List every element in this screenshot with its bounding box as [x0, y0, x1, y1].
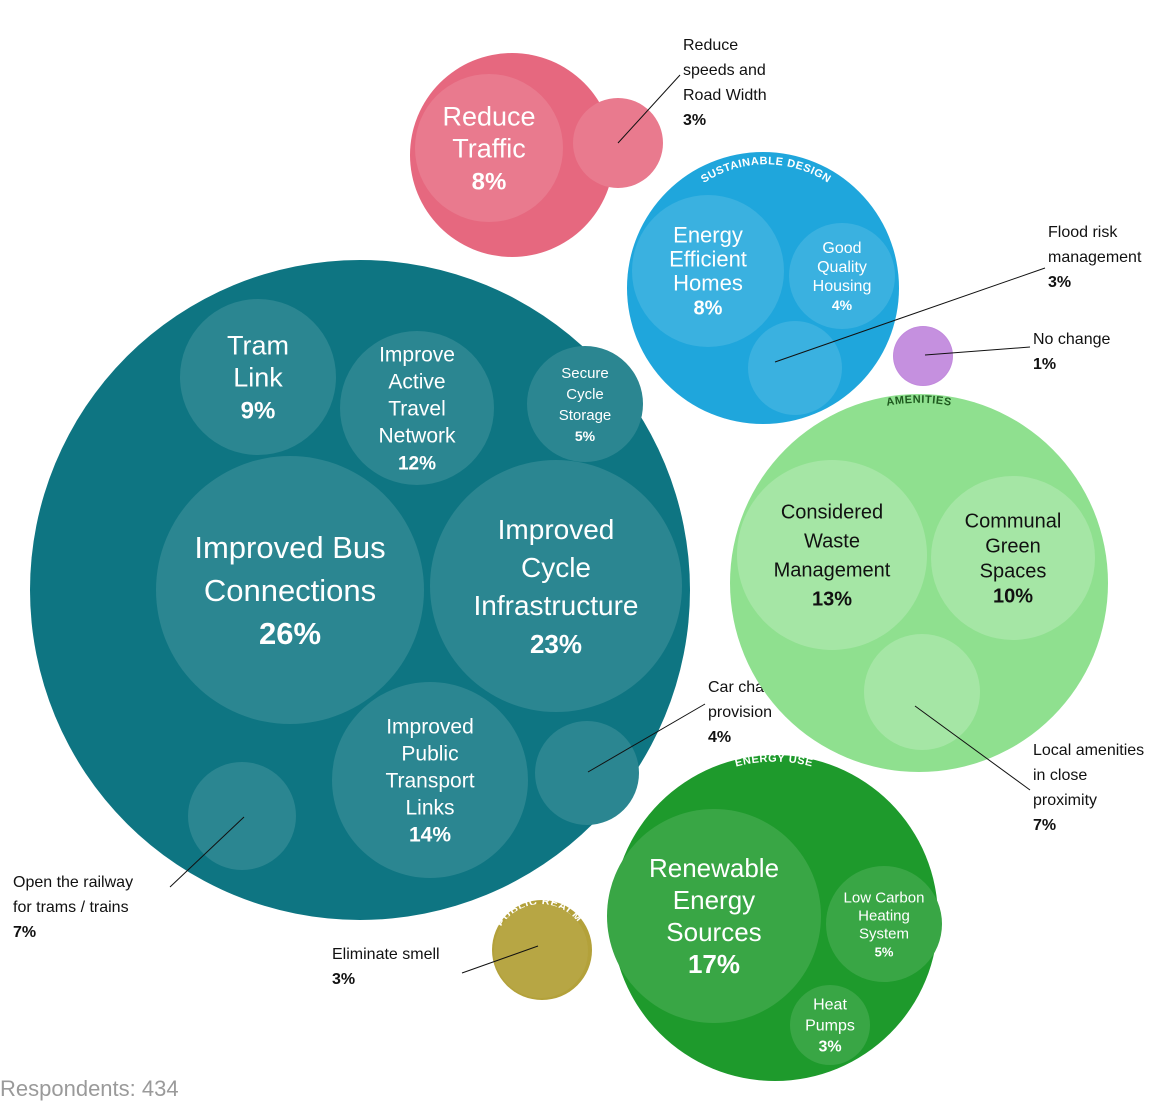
value-low-carbon-heating-system: 5% [875, 944, 894, 959]
bubble-no-change [894, 327, 952, 385]
label-eliminate-smell: Eliminate smell [332, 946, 440, 963]
label-open-the-railway-for-trams-trains: Open the railway for trams / trains [13, 874, 133, 916]
value-open-the-railway-for-trams-trains: 7% [13, 924, 36, 941]
bubble-communal-green-spaces [931, 476, 1095, 640]
label-renewable-energy-sources: Renewable Energy Sources [649, 853, 779, 947]
bubble-improve-active-travel-network [340, 331, 494, 485]
group-no-change [893, 326, 953, 386]
bubble-reduce-traffic [415, 74, 563, 222]
value-heat-pumps: 3% [818, 1039, 841, 1056]
value-tram-link: 9% [241, 397, 276, 424]
bubble-energy-efficient-homes [632, 195, 784, 347]
bubble-improved-cycle-infrastructure [430, 460, 682, 712]
value-eliminate-smell: 3% [332, 971, 355, 988]
leader-line-flood-risk-management [774, 267, 1046, 363]
bubble-low-carbon-heating-system [826, 866, 942, 982]
leader-line-no-change [924, 346, 1031, 356]
value-reduce-speeds-and-road-width: 3% [683, 112, 706, 129]
label-no-change: No change [1033, 331, 1110, 348]
value-renewable-energy-sources: 17% [688, 949, 740, 979]
bubble-improved-public-transport-links [332, 682, 528, 878]
label-local-amenities-in-close-proximity: Local amenities in close proximity [1033, 742, 1144, 809]
value-good-quality-housing: 4% [832, 297, 853, 313]
bubble-improved-bus-connections [156, 456, 424, 724]
label-improve-active-travel-network: Improve Active Travel Network [378, 343, 456, 447]
label-low-carbon-heating-system: Low Carbon Heating System [844, 889, 925, 942]
leader-line-car-charging-provision [587, 703, 706, 773]
value-improved-public-transport-links: 14% [409, 823, 451, 846]
label-good-quality-housing: Good Quality Housing [813, 240, 872, 295]
value-improve-active-travel-network: 12% [398, 453, 436, 474]
bubble-car-charging-provision [535, 721, 639, 825]
label-flood-risk-management: Flood risk management [1048, 224, 1142, 266]
value-improved-bus-connections: 26% [259, 616, 321, 651]
value-considered-waste-management: 13% [812, 589, 852, 611]
label-energy-efficient-homes: Energy Efficient Homes [669, 223, 747, 296]
bubble-tram-link [180, 299, 336, 455]
label-improved-cycle-infrastructure: Improved Cycle Infrastructure [474, 514, 639, 621]
bubble-eliminate-smell [494, 904, 588, 998]
bubble-considered-waste-management [737, 460, 927, 650]
group-title-amenities: AMENITIES [885, 394, 952, 409]
value-flood-risk-management: 3% [1048, 274, 1071, 291]
value-local-amenities-in-close-proximity: 7% [1033, 817, 1056, 834]
leader-line-reduce-speeds-and-road-width [617, 74, 681, 144]
respondents-footer: Respondents: 434 [0, 1076, 179, 1101]
group-title-traffic-calming: TRAFFIC CALMING [479, 5, 591, 38]
leader-line-local-amenities-in-close-proximity [914, 705, 1031, 791]
value-improved-cycle-infrastructure: 23% [530, 629, 582, 659]
value-reduce-traffic: 8% [472, 168, 507, 195]
group-title-energy-use: ENERGY USE [734, 753, 814, 770]
leader-line-eliminate-smell [461, 945, 539, 974]
group-amenities: AMENITIES Considered Waste Management 13% Com… [730, 394, 1108, 772]
group-traffic-calming: TRAFFIC CALMING Reduce Traffic 8% [410, 5, 663, 257]
label-tram-link: Tram Link [227, 330, 289, 392]
value-no-change: 1% [1033, 356, 1056, 373]
label-considered-waste-management: Considered Waste Management [774, 502, 891, 582]
label-secure-cycle-storage: Secure Cycle Storage [559, 365, 612, 424]
leader-line-open-the-railway-for-trams-trains [169, 816, 245, 888]
label-heat-pumps: Heat Pumps [805, 997, 855, 1035]
label-improved-bus-connections: Improved Bus Connections [194, 530, 385, 608]
bubble-renewable-energy-sources [607, 809, 821, 1023]
label-reduce-traffic: Reduce Traffic [442, 101, 535, 163]
bubble-good-quality-housing [789, 223, 895, 329]
group-public-realm: PUBLIC REALM [492, 895, 592, 1000]
value-car-charging-provision: 4% [708, 729, 731, 746]
label-communal-green-spaces: Communal Green Spaces [965, 511, 1062, 583]
bubble-local-amenities-in-close-proximity [864, 634, 980, 750]
bubble-open-the-railway-for-trams-trains [188, 762, 296, 870]
bubble-flood-risk-management [748, 321, 842, 415]
value-secure-cycle-storage: 5% [575, 428, 596, 444]
label-improved-public-transport-links: Improved Public Transport Links [385, 715, 474, 819]
label-reduce-speeds-and-road-width: Reduce speeds and Road Width [683, 37, 767, 104]
value-energy-efficient-homes: 8% [694, 298, 723, 320]
bubble-heat-pumps [790, 985, 870, 1065]
value-communal-green-spaces: 10% [993, 586, 1033, 608]
bubble-secure-cycle-storage [527, 346, 643, 462]
